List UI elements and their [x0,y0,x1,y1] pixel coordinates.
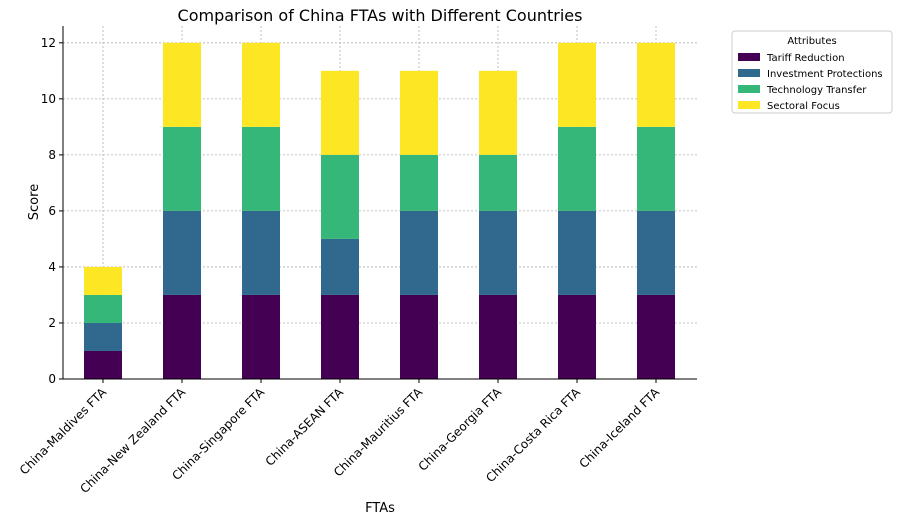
legend-label: Sectoral Focus [767,101,840,112]
bar-segment [400,294,438,379]
x-axis-label: FTAs [365,501,395,516]
bar-segment [84,322,122,351]
bar-segment [242,294,280,379]
bar-segment [479,294,517,379]
bar-segment [321,238,359,295]
legend-swatch [738,69,760,77]
legend-frame [731,30,893,114]
bar-segment [321,154,359,239]
y-tick-label: 2 [48,316,56,330]
legend-swatch [738,101,760,109]
bar-segment [558,294,596,379]
legend-label: Tariff Reduction [766,53,845,64]
y-tick-label: 10 [41,92,56,106]
legend-swatch [738,53,760,61]
bar-segment [637,126,675,211]
bar-segment [558,210,596,295]
bar-segment [479,154,517,211]
bar-segment [163,42,201,127]
bar-segment [479,210,517,295]
bar-segment [558,126,596,211]
bar-segment [637,294,675,379]
legend-label: Investment Protections [767,69,883,80]
bar-segment [163,210,201,295]
bar-segment [242,42,280,127]
bar-segment [242,210,280,295]
y-axis-label: Score [27,184,42,220]
grid [63,26,697,380]
bar-segment [84,350,122,379]
legend: Attributes Tariff Reduction Investment Pr… [731,30,893,114]
x-tick-label: China-Iceland FTA [576,385,662,471]
y-tick-label: 12 [41,36,56,50]
legend-title: Attributes [787,36,836,47]
legend-items: Tariff Reduction Investment Protections Te… [738,53,883,112]
legend-label: Technology Transfer [766,85,867,96]
y-ticks: 0 2 4 6 8 10 12 [41,36,63,386]
bar-segment [321,294,359,379]
bar-segment [84,294,122,323]
y-tick-label: 6 [48,204,56,218]
chart-title: Comparison of China FTAs with Different … [178,6,583,25]
bar-segment [242,126,280,211]
bar-segment [637,210,675,295]
y-tick-label: 8 [48,148,56,162]
bars [84,42,675,379]
x-tick-label: China-Georgia FTA [416,385,505,474]
x-tick-label: China-Maldives FTA [17,385,110,478]
y-tick-label: 0 [48,372,56,386]
x-tick-label: China-Mauritius FTA [331,385,426,480]
bar-segment [479,70,517,155]
bar-segment [400,70,438,155]
bar-segment [321,70,359,155]
bar-segment [163,294,201,379]
y-tick-label: 4 [48,260,56,274]
x-tick-label: China-Singapore FTA [169,385,267,483]
x-tick-label: China-ASEAN FTA [263,385,347,469]
bar-segment [400,154,438,211]
bar-segment [84,266,122,295]
bar-segment [558,42,596,127]
bar-segment [400,210,438,295]
legend-swatch [738,85,760,93]
bar-segment [163,126,201,211]
bar-segment [637,42,675,127]
